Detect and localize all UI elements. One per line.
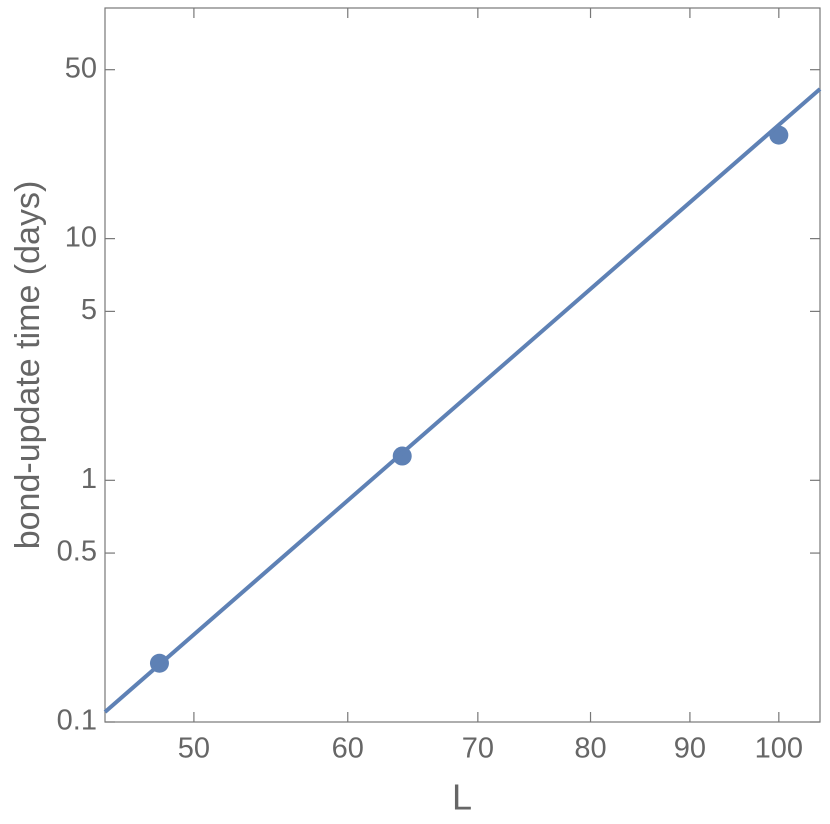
y-tick-label: 10: [65, 221, 97, 253]
y-tick-label: 1: [81, 463, 97, 495]
plot-frame: [104, 7, 821, 723]
x-tick-label: 100: [755, 733, 803, 765]
y-tick-label: 50: [65, 52, 97, 84]
y-tick-label: 0.5: [57, 536, 97, 568]
x-tick-label: 80: [574, 733, 606, 765]
x-tick-label: 60: [332, 733, 364, 765]
x-axis-label: L: [452, 777, 472, 818]
y-axis-label: bond-update time (days): [9, 181, 47, 550]
x-tick-label: 50: [178, 733, 210, 765]
y-tick-label: 5: [81, 294, 97, 326]
x-tick-label: 70: [462, 733, 494, 765]
y-tick-label: 0.1: [57, 705, 97, 737]
x-tick-label: 90: [674, 733, 706, 765]
fit-line: [103, 87, 822, 714]
